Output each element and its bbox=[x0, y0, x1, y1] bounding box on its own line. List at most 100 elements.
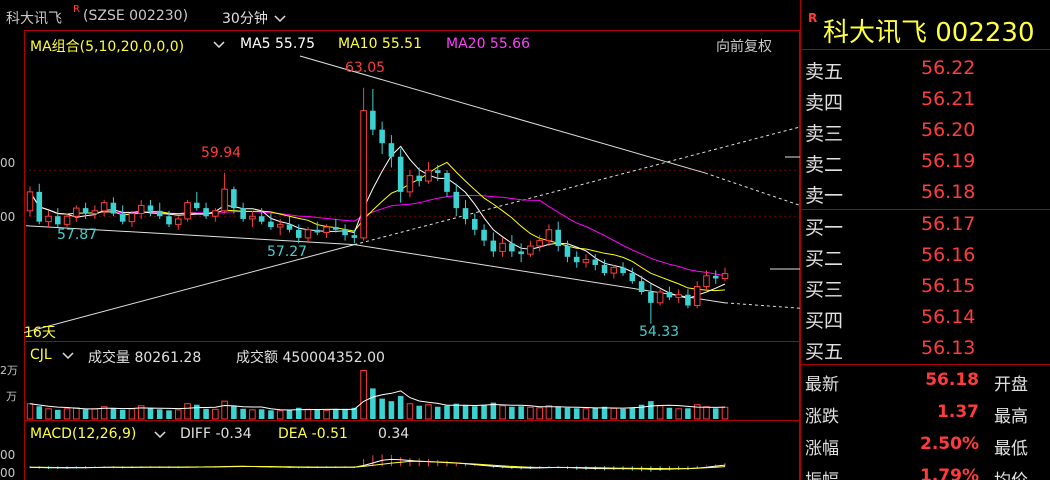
sell-level-label: 卖四 bbox=[805, 92, 844, 114]
candle-body-down bbox=[156, 210, 163, 217]
sell-row[interactable]: 卖三 56.20 bbox=[801, 116, 1050, 147]
volume-bar-down bbox=[166, 410, 172, 419]
period-selector[interactable]: 30分钟 bbox=[222, 8, 286, 28]
candle-body-up bbox=[91, 210, 99, 215]
candle-body-up bbox=[425, 169, 432, 182]
quote-panel: R 科大讯飞 002230 卖五 56.22 卖四 56.21 卖三 56.20… bbox=[800, 0, 1050, 480]
volume-bar-up bbox=[63, 408, 71, 420]
vol-axis-label-b: 万 bbox=[6, 390, 17, 403]
candle-body-down bbox=[685, 294, 691, 306]
buy-row[interactable]: 买四 56.14 bbox=[801, 303, 1050, 334]
mid-low-price-label: 57.27 bbox=[267, 244, 308, 260]
macd-legend: MACD(12,26,9) DIFF -0.34 DEA -0.51 0.34 bbox=[30, 426, 800, 446]
volume-bar-down bbox=[351, 407, 358, 419]
volume-bar-down bbox=[286, 409, 293, 419]
buy-row[interactable]: 买三 56.15 bbox=[801, 272, 1050, 303]
candle-body-up bbox=[360, 110, 367, 239]
candle-body-down bbox=[342, 229, 348, 236]
ma-group-label[interactable]: MA组合(5,10,20,0,0,0) bbox=[30, 39, 185, 55]
macd-value: 0.34 bbox=[378, 426, 410, 442]
trend-line-lower-extension bbox=[724, 302, 800, 309]
sell-price: 56.22 bbox=[921, 57, 976, 79]
stat-row: 振幅 1.79% 均价 bbox=[801, 461, 1050, 480]
diff-value: DIFF -0.34 bbox=[180, 426, 252, 442]
volume-bar-up bbox=[221, 400, 228, 420]
macd-label[interactable]: MACD(12,26,9) bbox=[30, 426, 137, 442]
sell-row[interactable]: 卖一 56.18 bbox=[801, 178, 1050, 209]
chart-area[interactable]: 科大讯飞 R (SZSE 002230) 30分钟 MA组合(5,10,20,0… bbox=[0, 0, 800, 480]
volume-bar-down bbox=[416, 405, 422, 419]
volume-bar-down bbox=[629, 407, 636, 419]
sell-row[interactable]: 卖二 56.19 bbox=[801, 147, 1050, 178]
candle-body-down bbox=[601, 264, 608, 274]
candlestick-chart[interactable] bbox=[0, 0, 800, 480]
buy-price: 56.14 bbox=[921, 306, 976, 328]
candle-body-down bbox=[166, 216, 172, 225]
adjust-label[interactable]: 向前复权 bbox=[716, 39, 772, 55]
candle-body-up bbox=[184, 202, 191, 220]
trend-line-lower-left bbox=[25, 225, 355, 246]
ma20-value: MA20 55.66 bbox=[446, 36, 530, 52]
volume-bar-down bbox=[601, 406, 608, 419]
candle-body-up bbox=[675, 294, 682, 298]
sell-row[interactable]: 卖五 56.22 bbox=[801, 54, 1050, 85]
buy-row[interactable]: 买五 56.13 bbox=[801, 334, 1050, 365]
trend-line-rising-extension bbox=[354, 126, 800, 246]
sell-price: 56.18 bbox=[921, 181, 976, 203]
volume-bar-up bbox=[323, 409, 330, 420]
candle-body-down bbox=[286, 224, 293, 230]
candle-body-down bbox=[388, 143, 395, 157]
candle-body-down bbox=[119, 213, 126, 222]
stat-label: 涨跌 bbox=[805, 407, 839, 427]
buy-row[interactable]: 买一 56.17 bbox=[801, 210, 1050, 241]
volume-bar-down bbox=[110, 408, 117, 419]
quote-r-marker: R bbox=[808, 11, 818, 25]
candle-body-down bbox=[564, 246, 571, 257]
volume-ma-line bbox=[29, 390, 726, 411]
volume-bar-down bbox=[258, 409, 265, 419]
sell-level-label: 卖三 bbox=[805, 123, 844, 145]
candle-body-up bbox=[721, 273, 729, 279]
volume-bar-up bbox=[304, 408, 312, 420]
chevron-down-icon[interactable] bbox=[62, 351, 74, 361]
candle-body-down bbox=[555, 229, 561, 246]
volume-bar-down bbox=[379, 398, 385, 419]
candle-body-up bbox=[212, 210, 219, 217]
volume-bar-down bbox=[620, 408, 626, 419]
title-bar: 科大讯飞 R (SZSE 002230) 30分钟 bbox=[0, 0, 800, 30]
volume-bar-down bbox=[712, 408, 719, 419]
ma20-line bbox=[29, 191, 726, 277]
candle-body-up bbox=[221, 188, 228, 212]
candle-body-down bbox=[453, 191, 460, 209]
stat-value: 1.79% bbox=[920, 466, 979, 480]
stat-label-secondary: 最高 bbox=[994, 407, 1028, 427]
sell-price: 56.21 bbox=[921, 88, 976, 110]
candle-body-down bbox=[147, 205, 154, 211]
macd-axis-label-a: 00 bbox=[0, 448, 16, 462]
volume-bar-up bbox=[137, 405, 145, 420]
stock-name-label: 科大讯飞 bbox=[6, 11, 62, 27]
cjl-label[interactable]: CJL bbox=[30, 347, 52, 363]
candle-body-up bbox=[276, 223, 284, 228]
buy-level-label: 买二 bbox=[805, 248, 844, 270]
volume-bar-down bbox=[295, 407, 302, 419]
buy-price: 56.15 bbox=[921, 275, 976, 297]
volume-value: 成交量 80261.28 bbox=[88, 350, 202, 366]
candle-body-down bbox=[110, 202, 117, 214]
trend-line-falling bbox=[299, 55, 706, 174]
volume-bar-down bbox=[268, 410, 274, 419]
quote-header: R 科大讯飞 002230 bbox=[801, 0, 1050, 50]
stat-label: 涨幅 bbox=[805, 439, 839, 459]
chevron-down-icon[interactable] bbox=[154, 430, 166, 440]
buy-row[interactable]: 买二 56.16 bbox=[801, 241, 1050, 272]
volume-bar-up bbox=[45, 408, 52, 420]
volume-bar-down bbox=[685, 408, 691, 419]
sell-row[interactable]: 卖四 56.21 bbox=[801, 85, 1050, 116]
volume-bar-down bbox=[119, 409, 126, 419]
volume-bar-down bbox=[203, 408, 209, 419]
stat-label: 最新 bbox=[805, 375, 839, 395]
volume-bar-up bbox=[582, 408, 590, 420]
chevron-down-icon[interactable] bbox=[213, 40, 225, 50]
candle-body-down bbox=[268, 221, 274, 228]
candle-body-up bbox=[63, 215, 71, 225]
